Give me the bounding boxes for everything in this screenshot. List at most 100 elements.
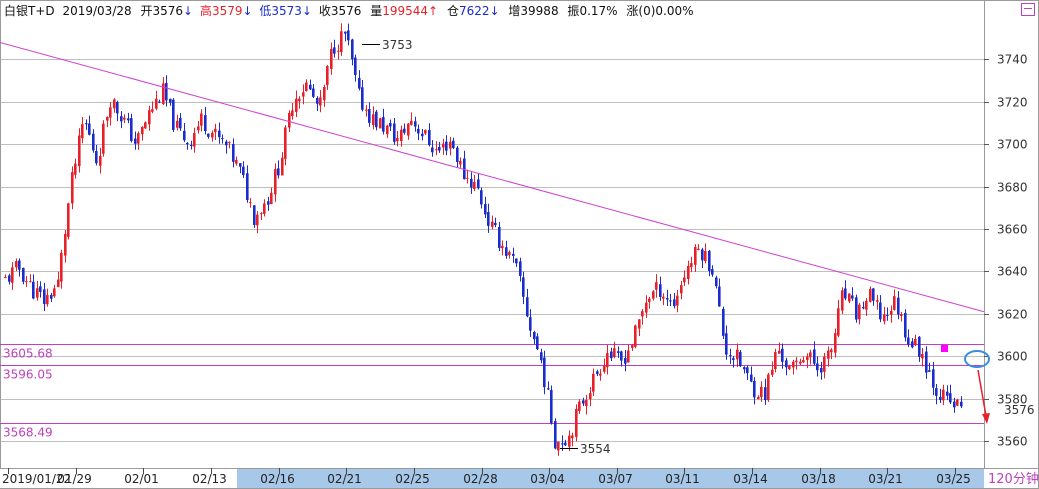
candle-body [232,143,235,162]
candle-body [536,336,539,350]
candle-body [855,297,858,320]
candle-body [351,39,354,60]
candle-body [711,269,714,275]
x-tick-label: 03/11 [665,472,700,486]
candle-body [368,109,371,123]
candle-body [148,110,151,125]
candle-body [113,99,116,109]
candle-body [722,308,725,336]
candle-body [830,349,833,353]
candle-body [547,388,550,390]
candle-body [862,307,865,309]
candle-body [778,350,781,354]
candle-body [288,113,291,128]
candle-body [214,128,217,133]
candle-body [557,441,560,451]
candle-body [631,345,634,348]
candle-body [375,111,378,128]
candle-body [421,133,424,137]
x-tick-label: 03/21 [868,472,903,486]
candle-body [204,115,207,132]
candle-body [694,246,697,265]
close-value: 3576 [331,4,362,18]
candle-body [197,126,200,131]
open-label: 开 [140,4,152,18]
candle-body [592,373,595,392]
candle-body [508,252,511,256]
signal-marker [941,345,948,352]
candle-body [827,350,830,359]
candle-body [263,203,266,214]
candle-body [393,123,396,142]
candle-body [491,221,494,227]
x-tick-label: 02/13 [192,472,227,486]
level-label: 3568.49 [3,426,53,440]
candle-body [533,332,536,340]
candle-body [529,317,532,331]
candle-body [39,286,42,292]
candle-body [918,336,921,357]
candle-body [211,132,214,138]
candle-body [396,138,399,142]
candle-body [568,435,571,447]
y-tick-label: 3700 [997,138,1028,152]
candle-body [365,109,368,111]
candle-body [78,135,81,167]
candle-body [788,365,791,370]
candle-body [379,118,382,129]
candle-body [473,181,476,189]
candle-body [85,123,88,125]
open-value: 3576 [152,4,183,18]
candle-body [925,351,928,373]
amp-value: 0.17% [579,4,617,18]
low-annotation-label: 3554 [580,442,611,456]
y-tick-label: 3580 [997,393,1028,407]
candle-body [501,245,504,249]
candle-body [162,83,165,105]
y-tick-label: 3660 [997,223,1028,237]
candle-body [253,205,256,225]
chg-label: 涨(0) [626,3,655,18]
candle-body [893,296,896,310]
candle-body [848,293,851,302]
candle-body [480,190,483,205]
candle-body [347,30,350,41]
period-label[interactable]: 120分钟 [988,471,1039,487]
candle-body [774,352,777,370]
candle-body [459,160,462,165]
candle-body [785,360,788,368]
candle-body [389,122,392,127]
candle-body [144,122,147,129]
candle-body [330,49,333,69]
high-annotation-label: 3753 [382,38,413,52]
candles [4,23,963,456]
candle-body [683,277,686,283]
candle-body [267,201,270,205]
candle-body [36,288,39,298]
high-label: 高 [200,3,212,18]
candle-body [634,325,637,347]
candle-body [15,261,18,268]
candle-body [799,361,802,364]
candle-body [74,163,77,175]
candle-body [71,172,74,204]
candle-body [638,319,641,329]
candle-body [200,113,203,126]
candle-body [442,143,445,148]
header-date: 2019/03/28 [62,4,131,18]
candle-body [708,250,711,271]
candle-body [452,140,455,148]
candle-body [939,396,942,400]
candle-body [610,351,613,359]
candle-body [526,297,529,317]
oi-value: 7622 [459,4,490,18]
candle-body [302,92,305,97]
panel-toggle-button[interactable] [1021,3,1035,16]
candle-body [239,163,242,167]
candle-body [613,348,616,358]
candle-body [270,192,273,205]
candle-body [596,371,599,375]
candle-body [687,265,690,280]
candle-body [673,299,676,307]
candle-body [400,129,403,142]
